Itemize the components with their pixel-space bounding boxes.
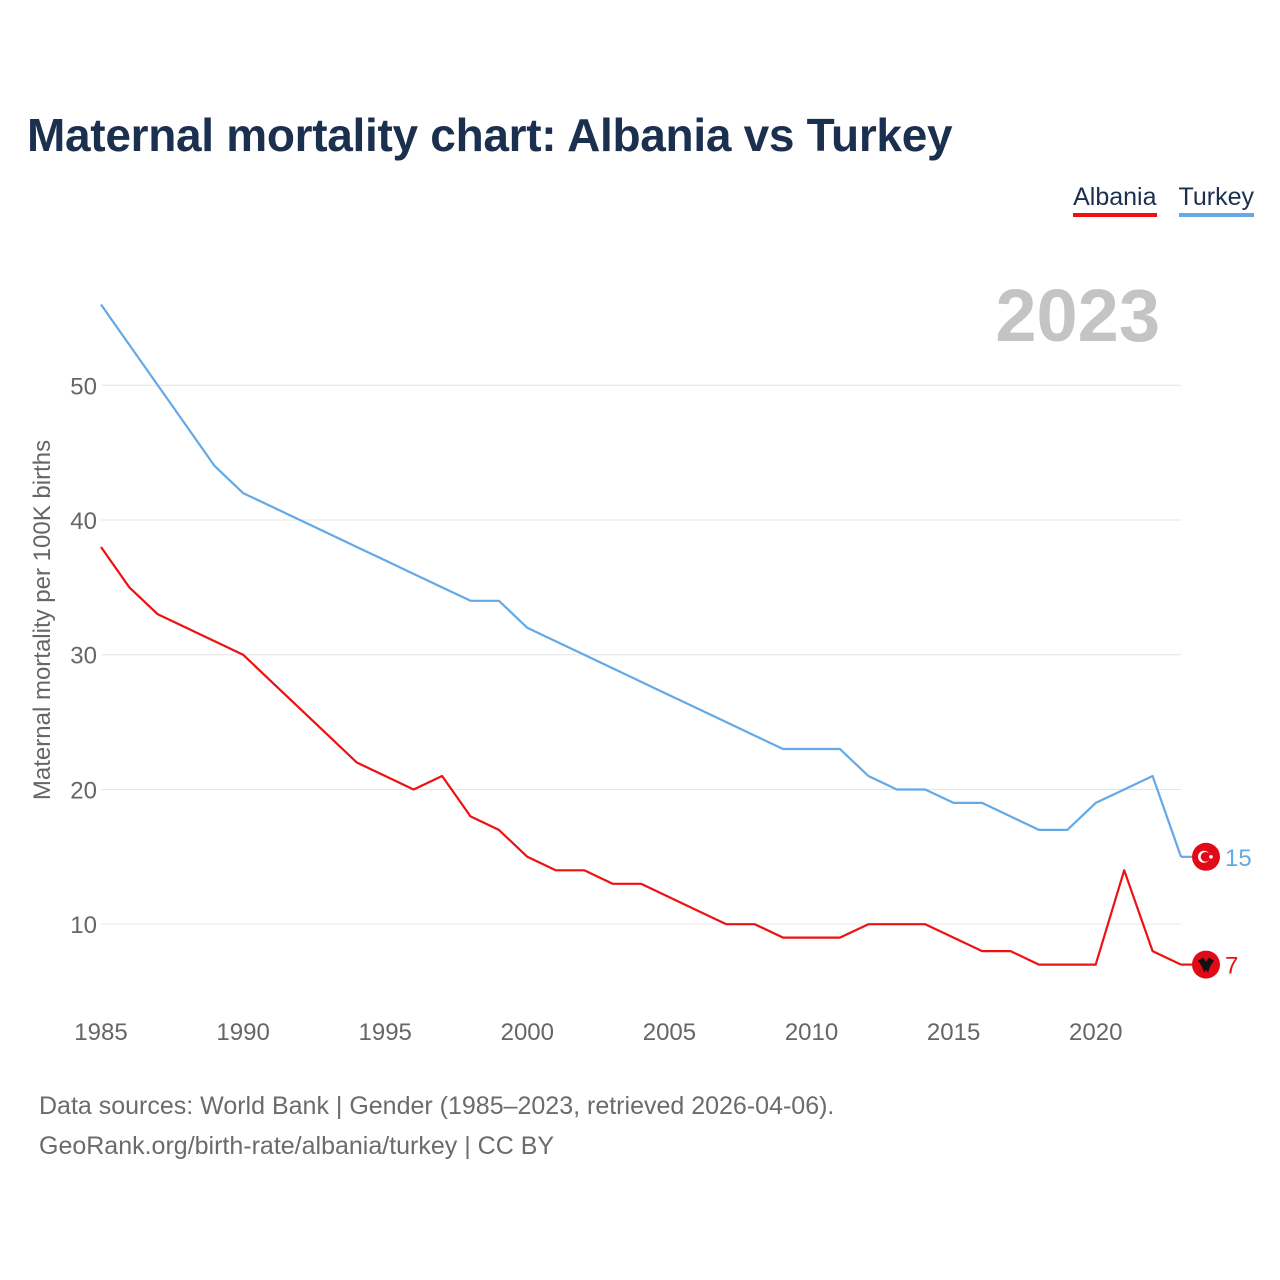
series-line-turkey [100, 303, 1183, 858]
y-tick-label: 50 [70, 373, 97, 400]
end-value-label-albania: 7 [1225, 953, 1238, 980]
end-value-label-turkey: 15 [1225, 845, 1252, 872]
flag-eagle [1198, 957, 1214, 973]
x-tick-label: 2015 [927, 1019, 980, 1046]
legend-item-albania[interactable]: Albania [1073, 183, 1157, 217]
legend: Albania Turkey [1073, 183, 1254, 217]
footer-source: Data sources: World Bank | Gender (1985–… [39, 1092, 835, 1120]
footer: Data sources: World Bank | Gender (1985–… [39, 1086, 834, 1166]
y-tick-label: 20 [70, 777, 97, 804]
y-tick-label: 30 [70, 643, 97, 670]
turkey-flag-icon [1192, 842, 1220, 871]
footer-attribution: GeoRank.org/birth-rate/albania/turkey | … [39, 1132, 555, 1160]
x-tick-label: 1995 [359, 1019, 412, 1046]
y-axis-label: Maternal mortality per 100K births [29, 440, 56, 800]
flag-star [1209, 855, 1213, 859]
y-tick-label: 10 [70, 912, 97, 939]
x-tick-label: 1985 [74, 1019, 127, 1046]
albania-flag-icon [1192, 950, 1220, 979]
flag-crescent-inner [1200, 852, 1211, 862]
x-tick-label: 1990 [216, 1019, 269, 1046]
x-tick-label: 2010 [785, 1019, 838, 1046]
x-tick-label: 2000 [501, 1019, 554, 1046]
legend-item-turkey[interactable]: Turkey [1178, 183, 1254, 217]
y-tick-label: 40 [70, 508, 97, 535]
series-line-albania [100, 546, 1182, 966]
x-tick-label: 2020 [1069, 1019, 1122, 1046]
chart-title: Maternal mortality chart: Albania vs Tur… [27, 109, 953, 161]
x-tick-label: 2005 [643, 1019, 696, 1046]
year-watermark: 2023 [995, 274, 1160, 357]
